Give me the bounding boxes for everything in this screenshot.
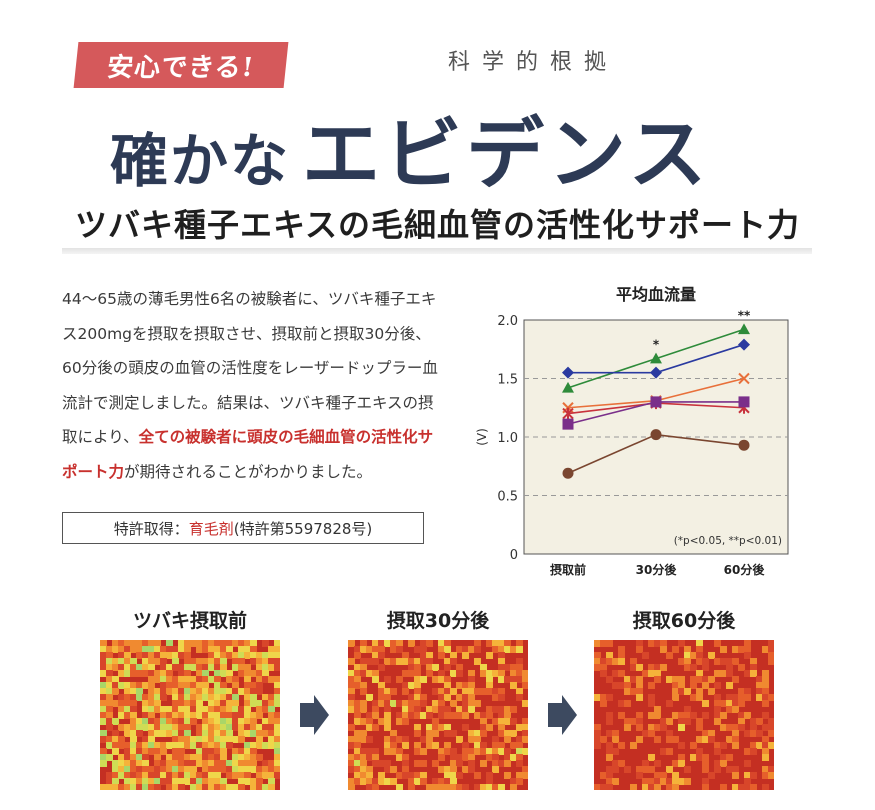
blood-flow-chart: 平均血流量 0 0.5 1.0 1.5 2.0 (V) 摂取前 30分後 60分後 * ** (*p<0… (470, 276, 800, 592)
arrow-right-icon (300, 695, 329, 735)
description-highlight: 全ての被験者に頭皮の毛細血管の活性化サポート力 (62, 428, 434, 481)
heatmap-image (594, 640, 774, 790)
blood-flow-scan-30min (348, 640, 528, 790)
data-point (738, 338, 750, 351)
chart-title: 平均血流量 (616, 285, 696, 304)
panel-label-30min: 摂取30分後 (386, 610, 490, 632)
reassurance-badge: 安心できる! (73, 42, 289, 88)
patent-number: (特許第5597828号) (233, 519, 373, 538)
y-tick-label: 1.0 (497, 431, 518, 446)
arrow-right-icon (548, 695, 577, 735)
y-tick-label: 0.5 (497, 490, 518, 505)
patent-drug: 育毛剤 (188, 519, 234, 538)
description-text-end: が期待されることがわかりました。 (124, 462, 373, 481)
headline-part1: 確かな (110, 127, 291, 195)
blood-flow-scan-before (100, 640, 280, 790)
description: 44〜65歳の薄毛男性6名の被験者に、ツバキ種子エキス200mgを摂取を摂取させ… (62, 282, 442, 489)
panel-label-before: ツバキ摂取前 (132, 610, 247, 632)
section-title: ツバキ種子エキスの毛細血管の活性化サポート力 (74, 206, 801, 244)
data-point (650, 429, 662, 441)
heatmap-image (348, 640, 528, 790)
y-tick-label: 1.5 (497, 373, 518, 388)
subtitle: 科学的根拠 (448, 50, 619, 75)
significance-marker: * (653, 338, 660, 352)
data-point (562, 366, 574, 379)
data-point (738, 396, 750, 408)
data-point (562, 381, 574, 393)
headline: 確かな エビデンス (110, 92, 710, 204)
y-axis-label: (V) (475, 428, 489, 446)
y-tick-label: 2.0 (497, 314, 518, 329)
blood-flow-scan-60min (594, 640, 774, 790)
data-point (650, 396, 662, 408)
p-value-note: (*p<0.05, **p<0.01) (674, 535, 782, 547)
significance-marker: ** (738, 308, 751, 322)
badge-text: 安心できる! (105, 52, 256, 83)
panel-label-60min: 摂取60分後 (632, 610, 736, 632)
data-point (562, 407, 574, 420)
patent-label: 特許取得： (113, 519, 189, 538)
data-point (562, 418, 574, 430)
data-point (562, 467, 574, 479)
headline-part2: エビデンス (302, 109, 711, 200)
patent-box: 特許取得： 育毛剤 (特許第5597828号) (62, 512, 424, 544)
heatmap-image (100, 640, 280, 790)
y-tick-label: 0 (510, 548, 518, 563)
description-text: 44〜65歳の薄毛男性6名の被験者に、ツバキ種子エキス200mgを摂取を摂取させ… (62, 290, 438, 446)
data-point (738, 372, 750, 385)
x-tick-label: 60分後 (724, 562, 766, 577)
data-point (738, 439, 750, 451)
title-underline (62, 248, 812, 254)
data-point (650, 366, 662, 379)
data-point (650, 352, 662, 364)
x-tick-label: 摂取前 (550, 562, 586, 577)
data-point (738, 323, 750, 335)
x-tick-label: 30分後 (636, 562, 678, 577)
